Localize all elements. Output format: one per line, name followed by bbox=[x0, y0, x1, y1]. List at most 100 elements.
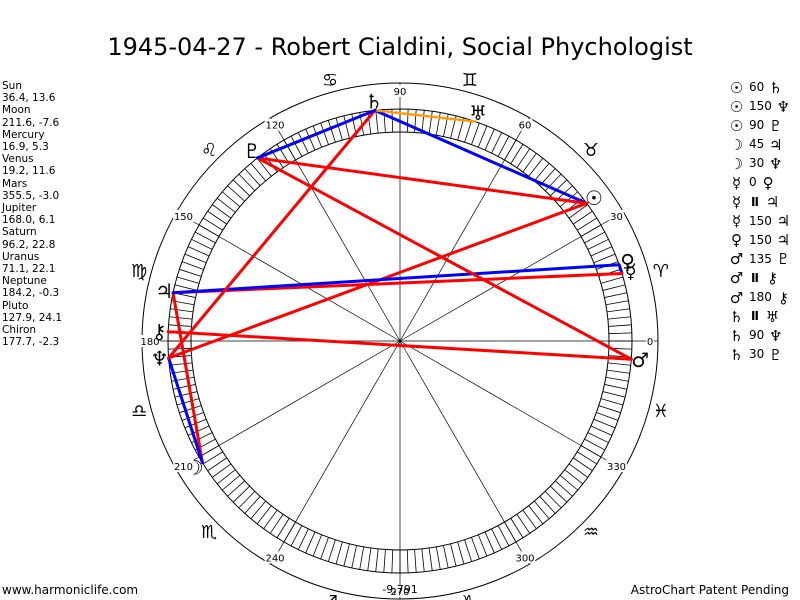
degree-tick bbox=[596, 412, 619, 421]
degree-tick bbox=[522, 153, 537, 173]
zodiac-sign-icon: ♓ bbox=[653, 401, 669, 422]
degree-tick bbox=[464, 539, 473, 562]
aspect-angle: 90 bbox=[749, 118, 765, 133]
degree-tick bbox=[534, 163, 550, 182]
aspect-list: ☉ 60 ♄ ☉ 150 ♆ ☉ 90 ♇ ☽ 45 ♃ ☽ 30 ♆ ☿ 0 ♀ ☿ II ♃ ☿ 150 ♃ ♀ 150 ♃ ♂ 1… bbox=[728, 78, 792, 364]
sun-glyph-icon: ☉ bbox=[729, 97, 744, 116]
degree-label: 90 bbox=[394, 87, 407, 98]
aspect-row: ☿ II ♃ bbox=[728, 193, 792, 212]
degree-tick bbox=[607, 316, 631, 320]
degree-tick bbox=[343, 115, 350, 139]
degree-label-bg bbox=[389, 585, 411, 597]
neptune-planet-icon: ♆ bbox=[151, 347, 169, 371]
planet-name-moon: Moon bbox=[2, 104, 31, 117]
neptune-glyph-icon: ♆ bbox=[769, 326, 783, 345]
degree-tick bbox=[176, 276, 200, 284]
aspect-row: ♄ 30 ♇ bbox=[728, 345, 792, 364]
degree-tick bbox=[516, 148, 531, 168]
planet-name-venus: Venus bbox=[2, 153, 34, 166]
degree-tick bbox=[602, 391, 626, 398]
degree-tick bbox=[598, 405, 621, 414]
website-link[interactable]: www.harmoniclife.com bbox=[2, 583, 139, 597]
chiron-glyph-icon: ⚷ bbox=[766, 269, 778, 288]
degree-label: 330 bbox=[607, 462, 626, 473]
planet-name-jupiter: Jupiter bbox=[2, 202, 37, 215]
aspect-angle: 150 bbox=[749, 232, 772, 247]
degree-tick bbox=[375, 110, 379, 134]
degree-tick bbox=[414, 549, 417, 573]
zodiac-sign-icon: ♒ bbox=[583, 522, 599, 543]
degree-tick bbox=[335, 117, 343, 141]
planet-position-list: Sun 36.4, 13.6 Moon 211.6, -7.6 Mercury 16.9,… bbox=[2, 80, 62, 348]
venus-glyph-icon: ♀ bbox=[762, 174, 774, 193]
house-spoke bbox=[270, 340, 401, 565]
degree-tick bbox=[497, 135, 510, 157]
degree-tick bbox=[573, 210, 593, 225]
degree-tick bbox=[207, 210, 227, 225]
degree-tick bbox=[421, 548, 425, 572]
degree-tick bbox=[464, 120, 473, 143]
degree-tick bbox=[238, 491, 256, 509]
house-spoke bbox=[399, 117, 530, 342]
venus-glyph-icon: ♀ bbox=[731, 231, 742, 250]
planet-name-pluto: Pluto bbox=[2, 299, 29, 312]
aspect-angle: 150 bbox=[749, 99, 772, 114]
degree-tick bbox=[600, 398, 624, 406]
degree-tick bbox=[375, 548, 379, 572]
degree-tick bbox=[290, 135, 303, 157]
degree-tick bbox=[174, 284, 198, 291]
degree-tick bbox=[179, 268, 202, 277]
aspect-angle: 45 bbox=[749, 137, 765, 152]
mars-planet-icon: ♂ bbox=[631, 348, 649, 372]
zodiac-sign-icon: ♉ bbox=[583, 140, 599, 161]
degree-tick bbox=[327, 120, 336, 143]
degree-tick bbox=[539, 496, 556, 514]
venus-planet-icon: ♀ bbox=[620, 250, 635, 274]
zodiac-sign-icon: ♍ bbox=[131, 261, 147, 282]
degree-label-bg bbox=[645, 335, 655, 347]
degree-tick bbox=[305, 531, 316, 554]
degree-tick bbox=[250, 500, 266, 519]
degree-tick bbox=[428, 111, 433, 135]
degree-tick bbox=[263, 509, 278, 529]
degree-tick bbox=[604, 292, 628, 298]
degree-tick bbox=[227, 185, 245, 202]
planet-values-saturn: 96.2, 22.8 bbox=[2, 238, 56, 251]
aspect-row: ☿ 150 ♃ bbox=[728, 212, 792, 231]
degree-tick bbox=[312, 534, 323, 557]
aspect-angle: 90 bbox=[749, 328, 765, 343]
degree-tick bbox=[421, 110, 425, 134]
degree-tick bbox=[181, 412, 204, 421]
degree-label: 300 bbox=[515, 554, 534, 565]
degree-tick bbox=[169, 362, 193, 366]
degree-tick bbox=[457, 541, 465, 565]
degree-label-bg bbox=[392, 85, 408, 97]
zodiac-wheel: 0 30 60 90 120 150 180 210 240 270 300 330 ♈ ♉ ♊ ♋ ♌ ♍ ♎ ♏ ♐… bbox=[131, 70, 669, 600]
degree-tick bbox=[477, 534, 488, 557]
aspect-line bbox=[171, 263, 621, 295]
degree-tick bbox=[497, 525, 510, 547]
degree-tick bbox=[170, 308, 194, 313]
degree-tick bbox=[491, 132, 503, 154]
degree-tick bbox=[435, 546, 441, 570]
moon-glyph-icon: ☽ bbox=[729, 135, 744, 154]
degree-tick bbox=[367, 547, 372, 571]
saturn-glyph-icon: ♄ bbox=[729, 326, 744, 345]
house-spoke bbox=[399, 340, 530, 565]
aspect-angle: II bbox=[751, 270, 759, 285]
aspect-angle: II bbox=[751, 194, 759, 209]
degree-label: 120 bbox=[265, 120, 284, 131]
degree-tick bbox=[359, 546, 365, 570]
degree-tick bbox=[555, 480, 573, 497]
degree-label-bg bbox=[173, 460, 194, 472]
degree-tick bbox=[443, 545, 449, 569]
degree-tick bbox=[244, 496, 261, 514]
house-spoke bbox=[176, 211, 401, 342]
degree-tick bbox=[584, 231, 606, 244]
aspect-line bbox=[373, 108, 589, 205]
moon-planet-icon: ☽ bbox=[186, 455, 204, 479]
mercury-glyph-icon: ☿ bbox=[731, 193, 742, 212]
aspect-row: ♀ 150 ♃ bbox=[728, 231, 792, 250]
chart-title: 1945-04-27 - Robert Cialdini, Social Phy… bbox=[107, 33, 693, 61]
degree-tick bbox=[471, 537, 480, 560]
